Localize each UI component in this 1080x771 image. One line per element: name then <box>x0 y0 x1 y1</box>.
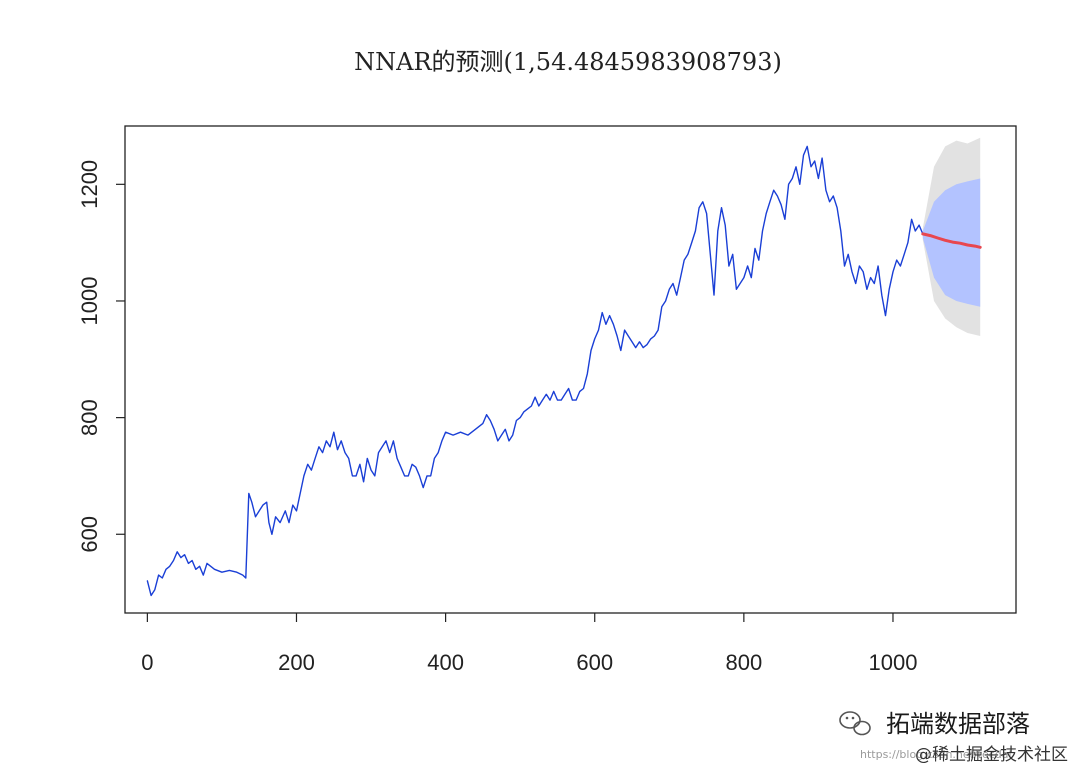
plot-frame <box>124 125 1017 614</box>
x-tick-label: 1000 <box>868 650 917 675</box>
watermark-brand: 拓端数据部落 <box>886 710 1030 738</box>
x-tick-label: 0 <box>141 650 153 675</box>
watermark-url: https://blog.csdn.net/tecdat <box>860 748 1014 761</box>
series-layer <box>146 145 982 597</box>
chart-title: NNAR的预测(1,54.4845983908793) <box>354 48 782 76</box>
series-line-0 <box>146 145 924 597</box>
axes: 0 200 400 600 800 1000 600 800 1000 1200 <box>77 160 917 675</box>
series-line-1 <box>921 232 982 249</box>
y-tick-label: 600 <box>77 516 102 553</box>
x-tick-label: 800 <box>725 650 762 675</box>
x-tick-label: 200 <box>278 650 315 675</box>
watermark-sub: @稀土掘金技术社区 <box>915 745 1068 765</box>
watermark: 拓端数据部落 https://blog.csdn.net/tecdat @稀土掘… <box>839 710 1068 765</box>
x-tick-label: 600 <box>576 650 613 675</box>
x-tick-label: 400 <box>427 650 464 675</box>
wechat-icon <box>839 711 871 736</box>
y-tick-label: 1200 <box>77 160 102 209</box>
y-tick-label: 800 <box>77 399 102 436</box>
y-tick-label: 1000 <box>77 277 102 326</box>
